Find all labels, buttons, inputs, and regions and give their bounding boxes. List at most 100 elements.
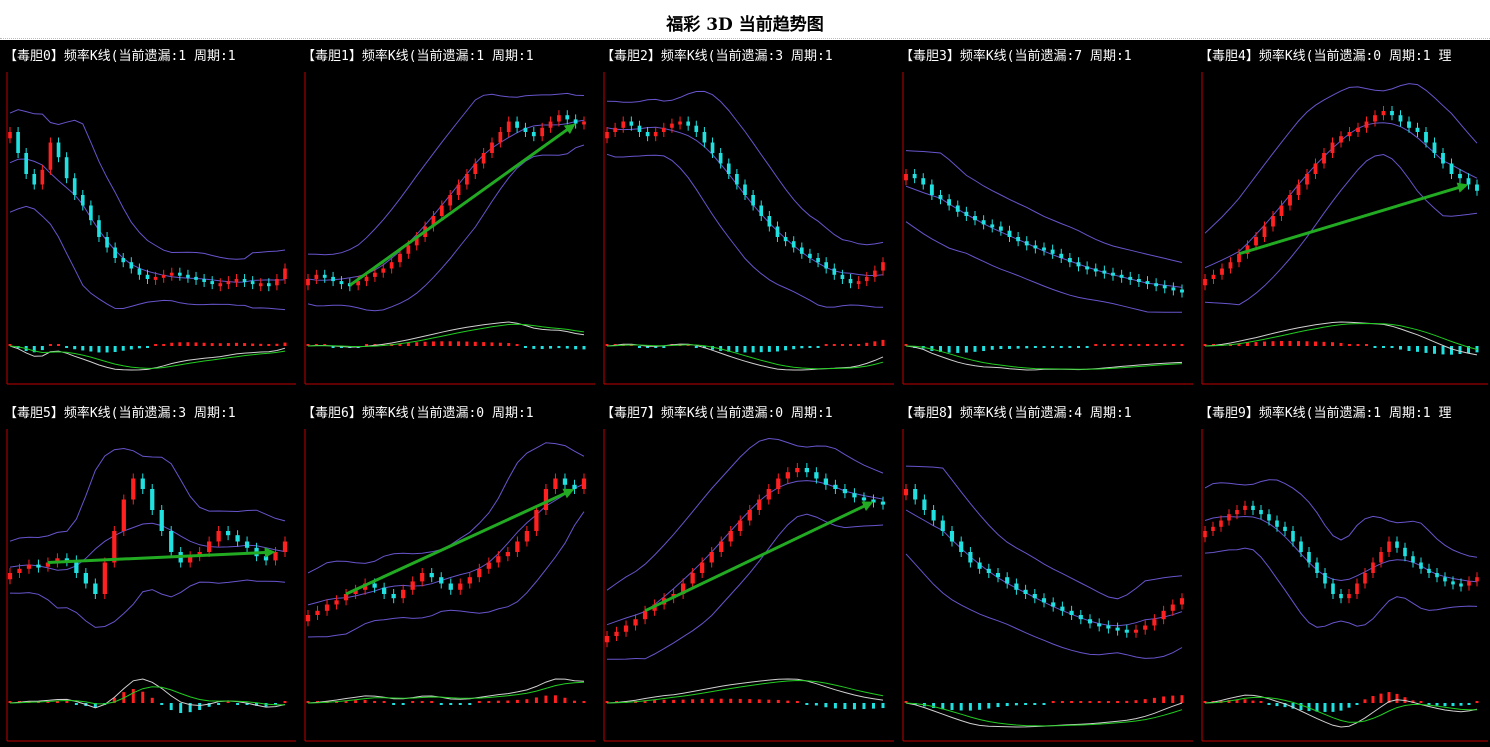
candle-body [1161, 610, 1166, 620]
candle-body [735, 174, 739, 185]
candle-body [743, 184, 747, 195]
candle-body [131, 478, 136, 500]
candle-body [1145, 281, 1150, 285]
macd-bar [188, 703, 192, 713]
candle-body [852, 493, 857, 498]
macd-bar [973, 346, 977, 352]
candle-body [929, 184, 934, 195]
candle-body [343, 594, 349, 601]
candle-body [458, 583, 463, 590]
macd-bar [1399, 346, 1402, 350]
candle-body [562, 478, 568, 485]
candle-body [995, 573, 1001, 578]
candle-body [1347, 132, 1352, 137]
candle-body [637, 125, 642, 132]
macd-bar [46, 701, 50, 703]
macd-bar [515, 699, 519, 703]
candle-body [621, 121, 626, 128]
candle-body [947, 199, 952, 206]
candle-body [678, 121, 682, 125]
macd-bar [1275, 703, 1279, 707]
candle-body [1339, 594, 1343, 599]
candle-body [1371, 562, 1375, 573]
chart-grid: 【毒胆0】频率K线(当前遗漏:1 周期:1 【毒胆1】频率K线(当前遗漏:1 周期… [0, 40, 1490, 747]
candle-body [582, 121, 586, 125]
candle-body [161, 274, 166, 278]
candle-body [1220, 268, 1224, 275]
candle-body [1106, 625, 1111, 629]
middle-band-line [9, 522, 286, 571]
candle-body [557, 115, 561, 122]
candle-body [391, 594, 396, 599]
upper-band-line [606, 90, 884, 246]
macd-bar [1288, 340, 1292, 346]
candle-body [1435, 573, 1439, 578]
macd-bar [1416, 346, 1419, 352]
candle-body [986, 568, 991, 573]
macd-bar [1441, 346, 1445, 355]
candle-body [728, 531, 733, 542]
macd-bar [643, 700, 647, 703]
candle-body [169, 272, 174, 276]
candle-body [816, 258, 820, 263]
candle-body [776, 478, 781, 489]
candle-body [534, 510, 539, 531]
macd-bar [1227, 700, 1231, 703]
candle-body [949, 531, 955, 542]
macd-bar [1246, 342, 1249, 346]
candle-body [74, 560, 79, 573]
macd-bar [1051, 701, 1055, 703]
macd-bar [694, 346, 698, 348]
candle-body [1288, 195, 1292, 206]
macd-bar [1106, 701, 1110, 703]
chart-panel-1: 【毒胆1】频率K线(当前遗漏:1 周期:1 [298, 40, 597, 390]
macd-bar [805, 703, 809, 705]
candle-body [1024, 241, 1029, 246]
macd-bar [217, 703, 221, 705]
candle-body [1243, 505, 1247, 510]
candle-body [250, 281, 255, 285]
macd-bar [1008, 346, 1011, 349]
candle-body [690, 573, 695, 584]
lower-band-line [905, 221, 1183, 313]
chart-panel-6: 【毒胆6】频率K线(当前遗漏:0 周期:1 [298, 397, 597, 747]
macd-bar [150, 697, 154, 703]
macd-bar [65, 701, 69, 703]
candle-body [273, 552, 278, 561]
dea-line [9, 686, 286, 706]
candle-body [55, 558, 60, 563]
upper-band-line [9, 109, 286, 260]
macd-bar [1251, 700, 1255, 703]
macd-bar [255, 703, 259, 706]
candle-body [140, 478, 145, 489]
macd-bar [672, 699, 676, 703]
candle-body [496, 556, 501, 563]
chart-title: 【毒胆4】频率K线(当前遗漏:0 周期:1 理 [1199, 49, 1452, 64]
macd-bar [1079, 701, 1083, 703]
macd-bar [540, 346, 544, 350]
macd-bar [344, 700, 348, 703]
candle-body [64, 558, 70, 562]
trend-arrowhead [562, 488, 575, 499]
macd-bar [131, 689, 135, 703]
candle-body [747, 510, 752, 521]
candle-body [235, 535, 240, 542]
dif-line [307, 678, 585, 704]
chart-svg [1201, 72, 1488, 385]
trend-arrow-line [644, 504, 867, 613]
candle-body [922, 499, 927, 510]
macd-bar [274, 703, 278, 706]
lower-band-line [307, 144, 585, 312]
macd-bar [373, 700, 377, 703]
macd-bar [1395, 693, 1399, 703]
candle-body [823, 478, 829, 485]
macd-bar [1280, 340, 1283, 346]
candle-body [553, 478, 558, 489]
macd-bar [735, 346, 739, 353]
candle-body [283, 268, 287, 279]
macd-bar [354, 700, 358, 703]
trend-arrow-line [47, 550, 268, 564]
macd-bar [727, 346, 731, 352]
macd-bar [816, 346, 820, 348]
macd-bar [97, 346, 101, 353]
